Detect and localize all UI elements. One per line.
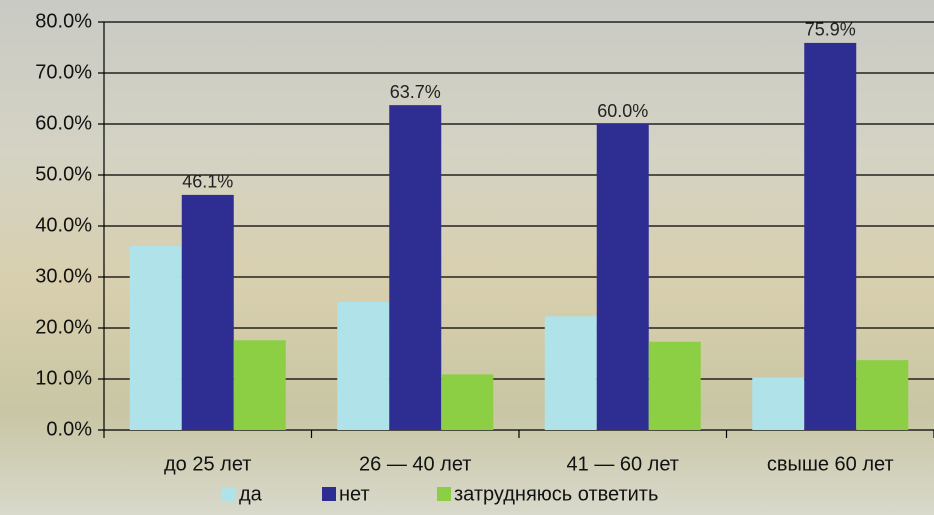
legend-swatch — [222, 487, 236, 501]
legend-label: да — [239, 483, 263, 505]
y-tick-label: 10.0% — [35, 367, 92, 389]
y-tick-label: 70.0% — [35, 61, 92, 83]
legend-swatch — [437, 487, 451, 501]
bar — [233, 340, 286, 430]
bar — [389, 105, 442, 430]
y-tick-label: 80.0% — [35, 10, 92, 32]
legend-label: затрудняюсь ответить — [454, 483, 658, 505]
x-tick-label: свыше 60 лет — [767, 453, 894, 475]
y-tick-label: 40.0% — [35, 214, 92, 236]
y-tick-label: 60.0% — [35, 112, 92, 134]
bar — [441, 374, 494, 430]
bar — [596, 124, 649, 430]
bar — [856, 360, 909, 430]
y-tick-label: 50.0% — [35, 163, 92, 185]
value-label: 46.1% — [182, 172, 233, 192]
bar — [129, 245, 182, 430]
bar — [648, 341, 701, 430]
bar — [544, 316, 597, 430]
x-tick-label: до 25 лет — [164, 453, 251, 475]
x-tick-label: 41 — 60 лет — [567, 453, 679, 475]
value-label: 75.9% — [805, 20, 856, 40]
bar — [752, 377, 805, 430]
legend-swatch — [322, 487, 336, 501]
y-tick-label: 30.0% — [35, 265, 92, 287]
x-tick-label: 26 — 40 лет — [359, 453, 471, 475]
value-label: 60.0% — [597, 101, 648, 121]
bar — [804, 42, 857, 430]
bar — [181, 194, 234, 430]
bar — [337, 301, 390, 430]
y-tick-label: 0.0% — [46, 418, 92, 440]
value-label: 63.7% — [390, 82, 441, 102]
y-tick-label: 20.0% — [35, 316, 92, 338]
legend-label: нет — [339, 483, 370, 505]
